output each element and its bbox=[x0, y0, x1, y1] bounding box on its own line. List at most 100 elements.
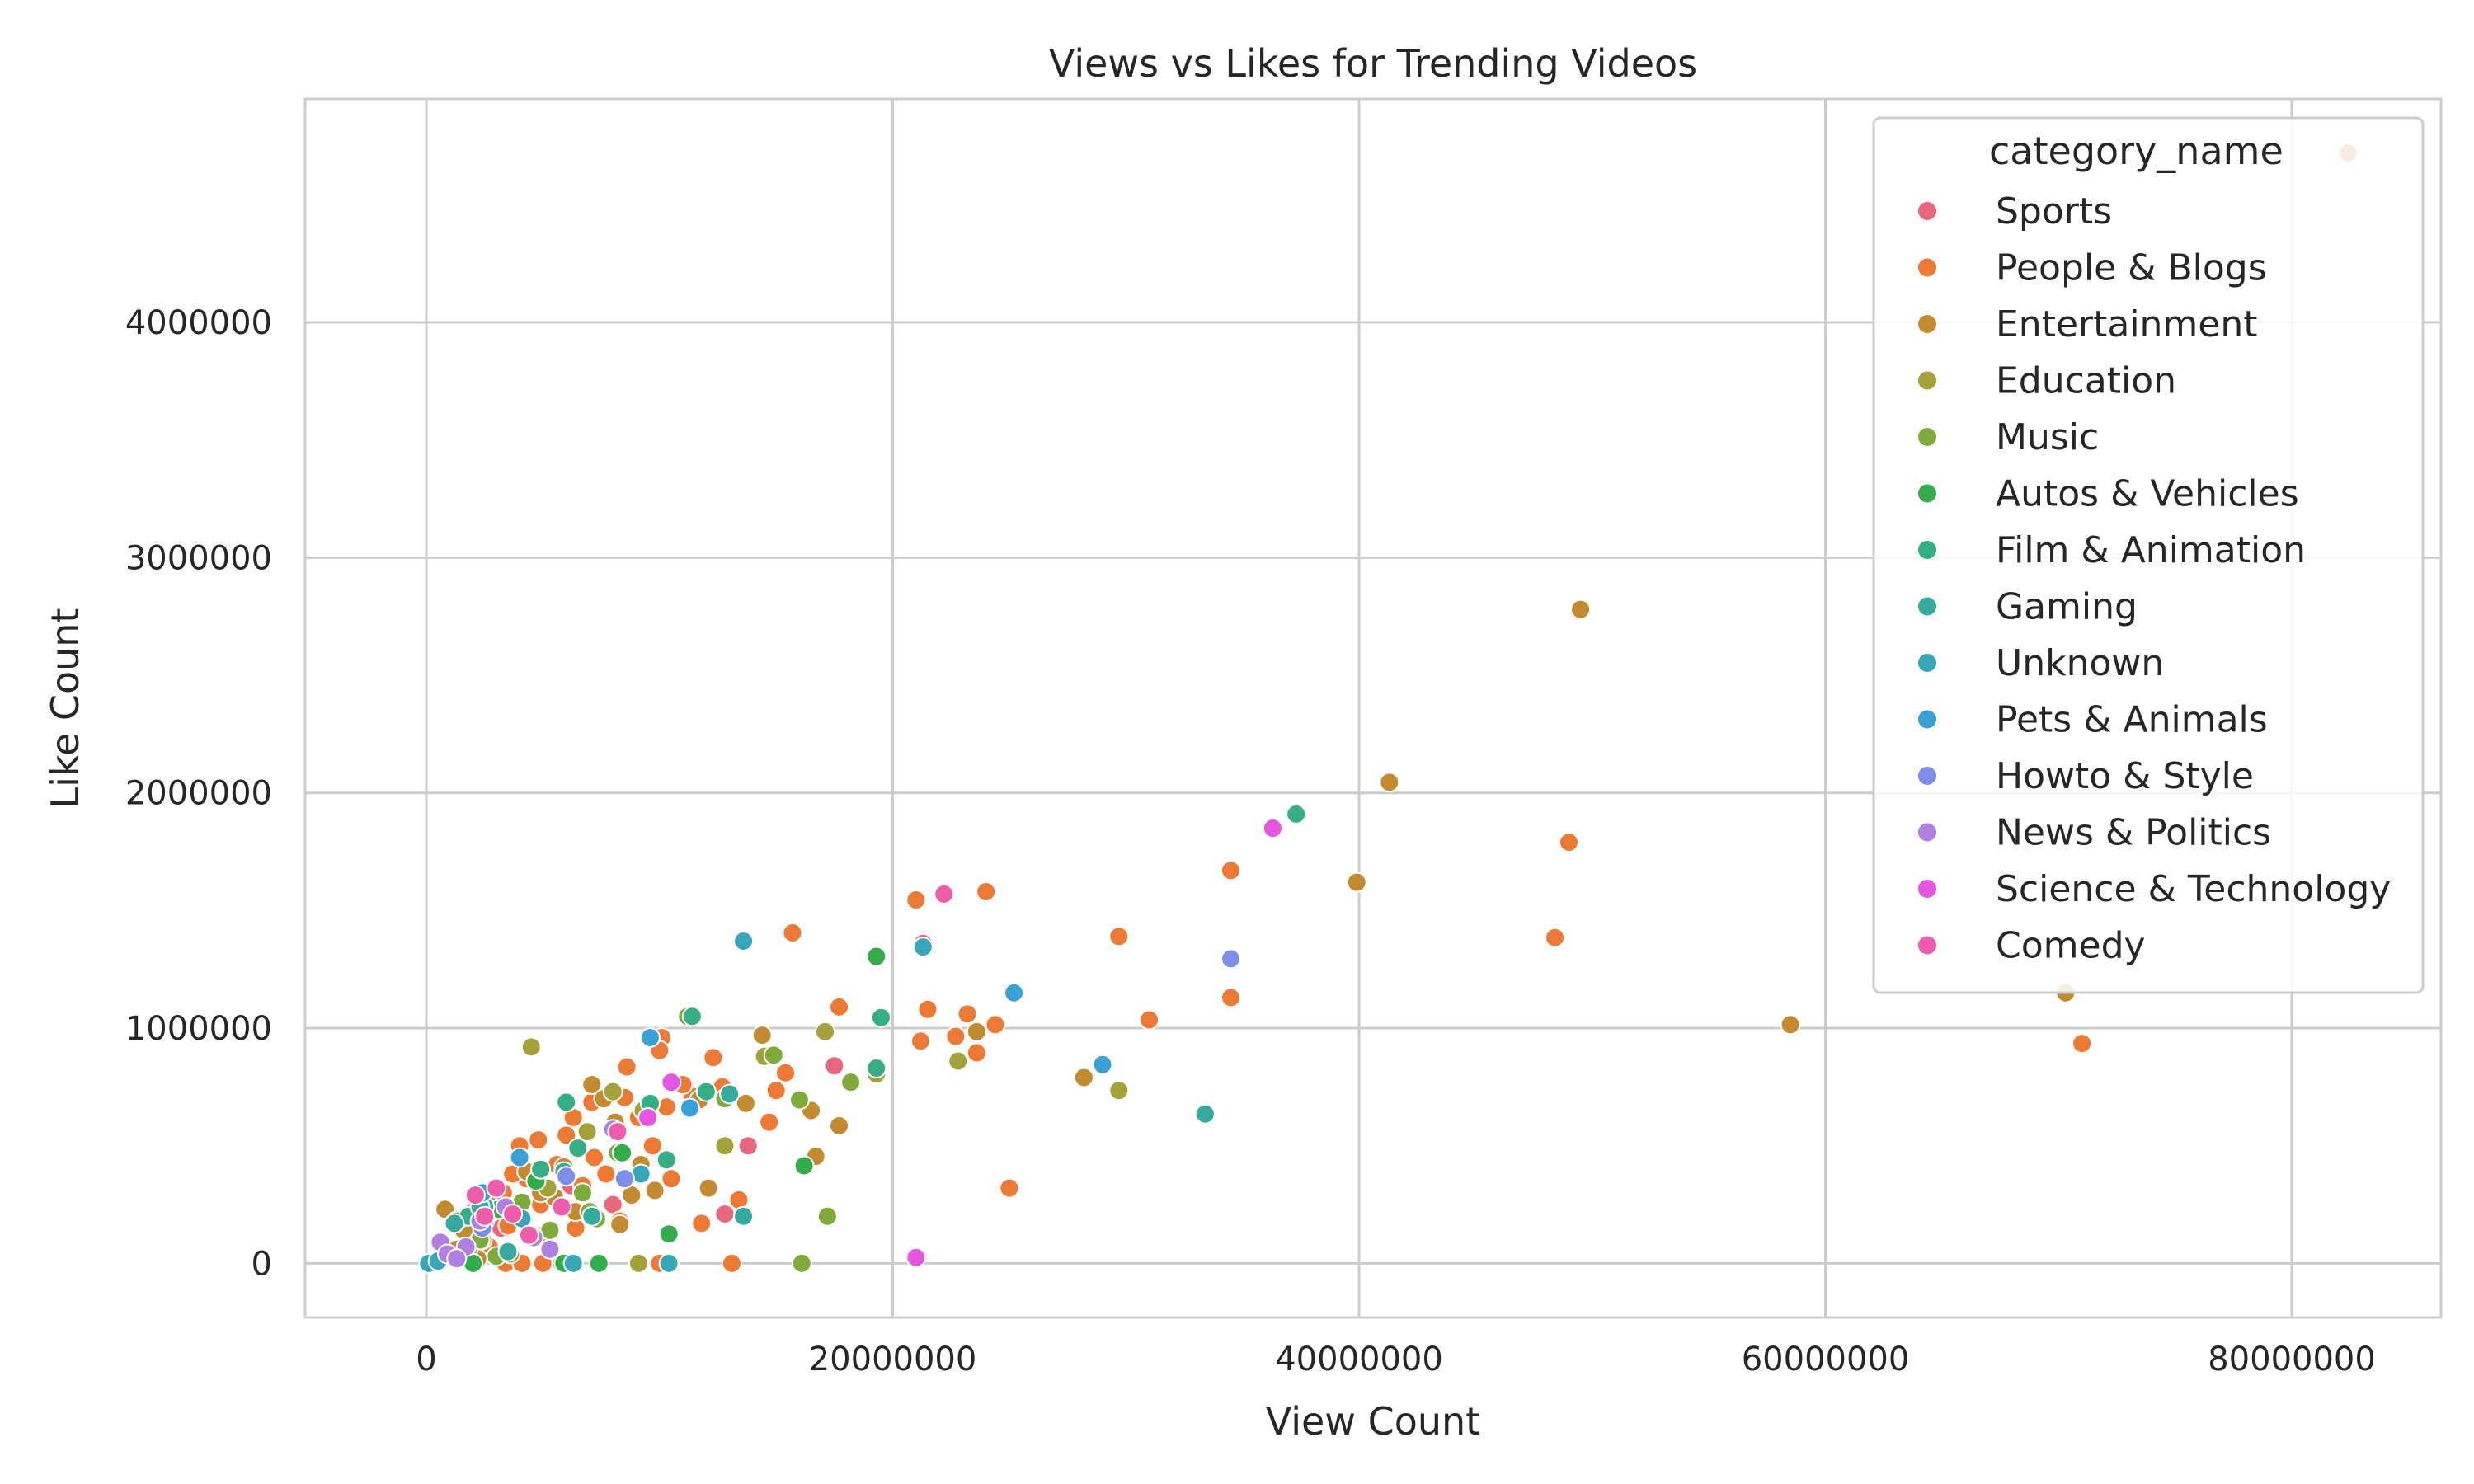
legend-label: Sports bbox=[1996, 190, 2112, 232]
data-point bbox=[788, 1089, 810, 1111]
data-point bbox=[999, 1177, 1020, 1199]
data-point bbox=[446, 1248, 468, 1270]
data-point bbox=[774, 1062, 796, 1083]
legend-items: Sports People & Blogs Entertainment Educati… bbox=[1917, 190, 2391, 967]
data-point bbox=[1545, 927, 1566, 948]
legend-label: Entertainment bbox=[1996, 303, 2258, 345]
data-point bbox=[910, 1031, 931, 1052]
data-point bbox=[1194, 1103, 1216, 1125]
legend-marker bbox=[1917, 482, 1938, 505]
data-point bbox=[763, 1045, 784, 1066]
data-point bbox=[698, 1177, 719, 1199]
legend-marker bbox=[1917, 313, 1938, 335]
data-point bbox=[661, 1168, 682, 1190]
data-point bbox=[464, 1185, 486, 1206]
data-point bbox=[966, 1042, 987, 1064]
data-point bbox=[737, 1135, 759, 1157]
legend-marker bbox=[1917, 765, 1938, 787]
data-point bbox=[1108, 926, 1130, 947]
legend-marker bbox=[1917, 652, 1938, 674]
legend-item: Pets & Animals bbox=[1917, 699, 2268, 741]
data-point bbox=[581, 1205, 603, 1227]
legend-label: People & Blogs bbox=[1996, 247, 2267, 289]
data-point bbox=[520, 1036, 542, 1058]
data-point bbox=[571, 1182, 593, 1204]
legend-marker bbox=[1917, 539, 1938, 561]
data-point bbox=[870, 1007, 891, 1028]
data-point bbox=[782, 922, 803, 943]
data-point bbox=[733, 930, 755, 951]
data-point bbox=[948, 1050, 969, 1072]
data-point bbox=[556, 1092, 577, 1113]
legend-title: category_name bbox=[1989, 129, 2284, 173]
data-point bbox=[1221, 987, 1242, 1008]
y-tick-label: 0 bbox=[252, 1245, 272, 1283]
data-point bbox=[474, 1205, 496, 1227]
data-point bbox=[444, 1213, 465, 1234]
legend-label: Gaming bbox=[1996, 586, 2138, 628]
data-point bbox=[556, 1125, 577, 1146]
y-tick-label: 2000000 bbox=[125, 775, 272, 813]
data-point bbox=[612, 1142, 633, 1163]
data-point bbox=[1073, 1067, 1094, 1088]
data-point bbox=[1221, 860, 1242, 881]
y-tick-label: 3000000 bbox=[125, 539, 272, 577]
legend-item: Film & Animation bbox=[1917, 529, 2306, 571]
plot-frame bbox=[303, 97, 2443, 1319]
data-point bbox=[905, 1247, 927, 1268]
data-point bbox=[628, 1252, 649, 1274]
data-point bbox=[1379, 772, 1400, 793]
data-point bbox=[562, 1252, 584, 1274]
data-point bbox=[680, 1097, 701, 1119]
legend-label: Film & Animation bbox=[1996, 529, 2306, 571]
legend-item: Sports bbox=[1917, 190, 2112, 232]
data-point bbox=[581, 1074, 603, 1096]
data-point bbox=[735, 1092, 756, 1114]
data-point bbox=[614, 1168, 635, 1190]
data-point bbox=[957, 1003, 978, 1025]
data-point bbox=[719, 1083, 741, 1105]
data-point bbox=[551, 1196, 572, 1218]
data-point bbox=[681, 1006, 703, 1027]
data-point bbox=[602, 1081, 623, 1102]
legend-marker bbox=[1917, 256, 1938, 279]
data-point bbox=[815, 1021, 836, 1042]
legend-label: Comedy bbox=[1996, 925, 2146, 967]
data-point bbox=[714, 1203, 736, 1224]
data-point bbox=[721, 1252, 742, 1274]
data-point bbox=[829, 1115, 849, 1136]
legend-marker bbox=[1917, 708, 1938, 730]
legend-item: Comedy bbox=[1917, 925, 2146, 967]
data-point bbox=[518, 1224, 539, 1246]
data-point bbox=[642, 1135, 663, 1157]
data-point bbox=[829, 996, 849, 1017]
data-point bbox=[1108, 1080, 1130, 1101]
data-point bbox=[509, 1147, 530, 1168]
data-point bbox=[791, 1252, 812, 1274]
data-point bbox=[1221, 948, 1242, 970]
y-tick-labels: 0 1000000 2000000 3000000 4000000 bbox=[125, 304, 272, 1283]
data-point bbox=[502, 1203, 524, 1224]
legend-marker bbox=[1917, 878, 1938, 899]
data-point bbox=[966, 1021, 987, 1042]
legend-label: Autos & Vehicles bbox=[1996, 473, 2299, 515]
legend-marker bbox=[1917, 426, 1938, 448]
data-point bbox=[691, 1213, 713, 1234]
data-point bbox=[905, 890, 927, 911]
legend-box bbox=[1872, 116, 2425, 994]
data-point bbox=[656, 1149, 677, 1171]
legend-item: Entertainment bbox=[1917, 303, 2258, 345]
legend-item: Howto & Style bbox=[1917, 755, 2254, 797]
legend-label: Music bbox=[1996, 416, 2099, 458]
data-point bbox=[595, 1163, 617, 1185]
data-point bbox=[661, 1072, 682, 1093]
data-point bbox=[658, 1223, 680, 1245]
data-point bbox=[759, 1111, 780, 1133]
data-point bbox=[2072, 1033, 2093, 1054]
x-tick-label: 40000000 bbox=[1275, 1341, 1443, 1378]
data-point bbox=[840, 1072, 862, 1093]
legend-label: Howto & Style bbox=[1996, 755, 2254, 797]
legend-marker bbox=[1917, 200, 1938, 222]
data-point bbox=[1262, 818, 1283, 839]
